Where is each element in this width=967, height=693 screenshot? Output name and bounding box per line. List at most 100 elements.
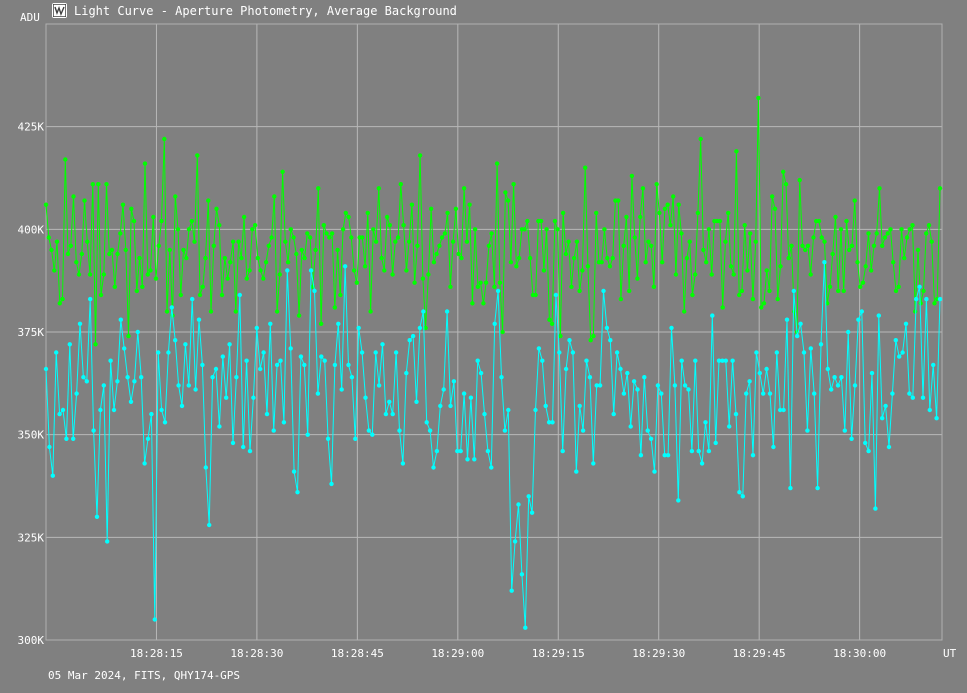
data-point — [46, 235, 51, 240]
x-tick-label: 18:30:00 — [833, 647, 886, 660]
data-point — [591, 333, 596, 339]
data-point — [795, 333, 800, 339]
data-point — [112, 284, 118, 289]
data-point — [907, 391, 912, 396]
data-point — [693, 272, 698, 277]
x-tick-label: 18:29:00 — [431, 647, 484, 660]
data-point — [775, 296, 780, 302]
data-point — [181, 247, 186, 253]
data-point — [757, 370, 762, 376]
data-point — [57, 301, 62, 306]
data-point — [332, 305, 337, 310]
data-point — [234, 375, 239, 380]
data-point — [833, 214, 838, 220]
data-point — [406, 239, 412, 244]
data-point — [538, 218, 544, 224]
data-point — [655, 383, 661, 388]
data-point — [197, 292, 203, 298]
data-point — [351, 268, 357, 273]
y-tick-label: 375K — [18, 326, 45, 339]
data-point — [651, 284, 657, 289]
data-point — [233, 309, 238, 314]
data-point — [210, 375, 215, 380]
data-point — [869, 370, 875, 376]
data-point — [145, 436, 151, 441]
data-point — [261, 350, 266, 355]
data-point — [217, 424, 222, 429]
data-point — [151, 214, 156, 220]
data-point — [652, 469, 657, 474]
data-point — [730, 358, 735, 363]
data-point — [744, 391, 749, 396]
data-point — [679, 358, 684, 363]
data-point — [858, 284, 863, 289]
data-point — [747, 379, 752, 384]
data-point — [302, 255, 307, 261]
data-point — [910, 223, 915, 228]
data-point — [327, 235, 332, 240]
data-point — [917, 284, 922, 289]
data-point — [805, 243, 811, 248]
data-point — [472, 227, 478, 232]
data-point — [319, 354, 324, 359]
data-point — [789, 243, 794, 248]
data-point — [734, 149, 739, 154]
data-point — [690, 292, 695, 298]
data-point — [439, 235, 445, 240]
data-point — [839, 375, 844, 380]
data-point — [159, 218, 164, 224]
data-point — [874, 231, 879, 236]
data-point — [629, 173, 635, 179]
data-point — [173, 338, 178, 343]
data-point — [250, 227, 255, 232]
series-layer — [43, 95, 943, 630]
data-point — [222, 255, 227, 261]
light-curve-app-icon[interactable] — [52, 3, 67, 18]
data-point — [710, 313, 715, 318]
data-point — [132, 379, 137, 384]
data-point — [860, 280, 866, 285]
data-point — [101, 272, 107, 277]
data-point — [193, 387, 198, 392]
data-point — [492, 321, 497, 326]
data-point — [716, 358, 722, 363]
data-point — [137, 255, 142, 261]
data-point — [516, 255, 522, 261]
data-point — [801, 350, 807, 355]
data-point — [886, 444, 892, 450]
data-point — [485, 448, 491, 454]
y-axis-label: ADU — [20, 11, 40, 24]
data-point — [731, 272, 736, 277]
data-point — [159, 407, 164, 413]
data-point — [105, 539, 110, 544]
data-point — [808, 272, 813, 277]
data-point — [288, 346, 293, 351]
data-point — [43, 202, 49, 207]
data-point — [288, 227, 293, 232]
data-point — [784, 317, 790, 322]
data-point — [368, 309, 373, 314]
data-point — [492, 284, 497, 289]
data-point — [803, 247, 808, 253]
data-point — [676, 202, 681, 207]
data-point — [461, 391, 467, 396]
data-point — [608, 338, 613, 343]
data-point — [687, 239, 692, 244]
data-point — [616, 198, 621, 203]
data-point — [635, 276, 640, 281]
data-point — [65, 251, 71, 257]
data-point — [445, 210, 450, 216]
data-point — [166, 350, 171, 355]
data-point — [283, 239, 288, 244]
data-point — [591, 461, 596, 466]
data-point — [299, 247, 304, 253]
data-point — [783, 182, 789, 187]
data-point — [148, 268, 153, 273]
data-point — [648, 436, 654, 441]
data-point — [192, 239, 197, 244]
data-point — [427, 428, 433, 433]
data-point — [742, 223, 747, 228]
data-point — [638, 214, 643, 220]
data-point — [135, 329, 140, 335]
data-point — [502, 428, 508, 433]
